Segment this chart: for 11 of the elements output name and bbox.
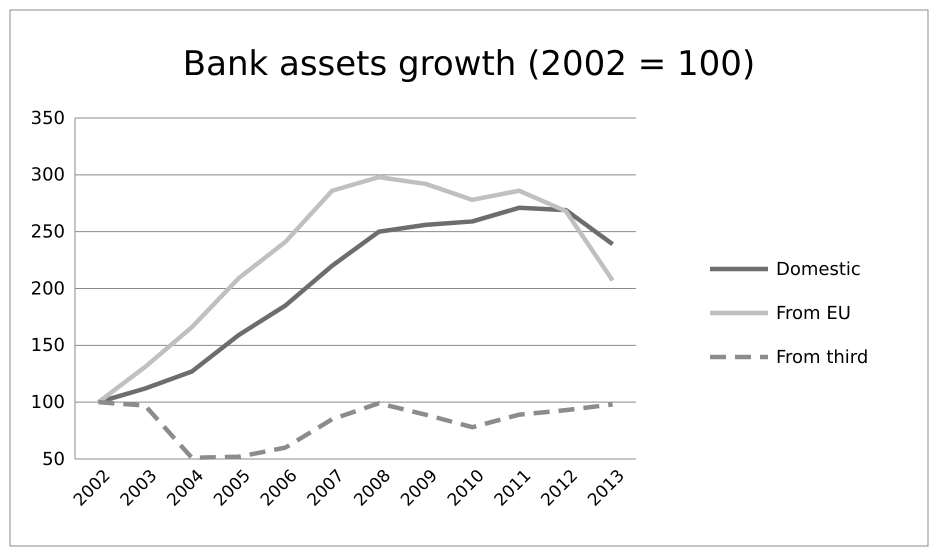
legend-label: From EU bbox=[776, 303, 851, 324]
legend-label: Domestic bbox=[776, 259, 861, 280]
y-tick-label: 50 bbox=[42, 448, 65, 470]
legend-label: From third bbox=[776, 347, 868, 368]
y-tick-label: 250 bbox=[30, 221, 65, 242]
y-tick-label: 350 bbox=[30, 108, 65, 129]
y-tick-label: 200 bbox=[30, 278, 65, 300]
y-tick-label: 300 bbox=[30, 164, 65, 186]
y-tick-label: 150 bbox=[30, 335, 65, 356]
chart-title: Bank assets growth (2002 = 100) bbox=[182, 44, 756, 84]
y-tick-label: 100 bbox=[30, 392, 65, 413]
